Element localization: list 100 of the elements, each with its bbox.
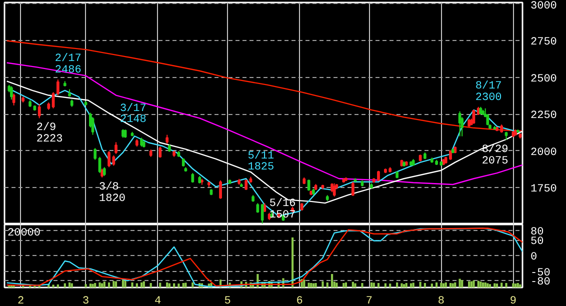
bar	[131, 282, 134, 288]
bar	[412, 282, 414, 288]
bar	[124, 280, 126, 288]
bar	[405, 283, 408, 288]
bar	[494, 283, 496, 288]
bar	[303, 280, 306, 288]
bar	[94, 283, 96, 288]
bar	[444, 282, 447, 288]
bar	[122, 280, 124, 288]
bar	[452, 283, 454, 288]
bar	[472, 280, 475, 288]
x-tick-label: 9	[510, 296, 517, 306]
bar	[326, 282, 328, 288]
annotation: 3/17 2148	[120, 102, 146, 126]
y2-tick-label: -80	[530, 276, 550, 289]
bar	[372, 282, 375, 288]
bar	[424, 283, 426, 288]
candlestick	[260, 203, 264, 224]
candlestick	[352, 181, 354, 196]
bar	[516, 283, 519, 288]
bar	[101, 283, 104, 288]
bar	[370, 282, 373, 288]
bar	[488, 284, 492, 288]
bar	[136, 283, 138, 288]
candlestick	[114, 142, 118, 154]
bar	[410, 283, 412, 288]
bar	[486, 283, 489, 288]
bar	[182, 283, 184, 288]
bar	[192, 282, 194, 288]
bar	[184, 282, 187, 288]
bar	[103, 282, 106, 288]
bar	[477, 280, 480, 288]
x-tick-label: 7	[366, 296, 372, 306]
bar	[384, 283, 386, 288]
bar	[352, 282, 354, 288]
bar	[505, 283, 508, 288]
bar	[84, 284, 87, 288]
bar	[108, 282, 110, 288]
bar	[166, 282, 168, 288]
x-tick-label: 5	[224, 296, 231, 306]
bar	[361, 283, 364, 288]
bar	[468, 281, 470, 288]
bar	[436, 282, 438, 288]
annotation: 8/17 2300	[475, 80, 502, 104]
bar	[519, 284, 522, 288]
annotation: 5/11 1825	[248, 150, 275, 174]
bar	[461, 280, 464, 288]
y-tick-label: 2500	[530, 73, 557, 86]
bar	[377, 283, 380, 288]
bar	[480, 282, 482, 288]
candlestick	[472, 109, 476, 124]
bar	[430, 284, 433, 288]
y-tick-label: 2000	[530, 146, 557, 159]
bar	[112, 281, 115, 288]
candlestick	[94, 148, 97, 160]
bar	[512, 283, 514, 288]
bar	[470, 281, 472, 288]
annotation: 3/8 1820	[99, 181, 126, 205]
bar	[89, 284, 92, 288]
bar	[449, 283, 452, 288]
bar	[396, 282, 398, 288]
candlestick	[486, 114, 490, 126]
y-tick-label: 2750	[530, 36, 557, 49]
x-tick-label: 3	[82, 296, 90, 306]
bar	[514, 284, 517, 288]
bar	[336, 282, 338, 288]
bar	[308, 282, 310, 288]
y-tick-label: 3000	[530, 0, 557, 12]
bar	[419, 282, 422, 288]
y2-tick-label: 50	[530, 236, 544, 248]
bar	[168, 283, 170, 288]
candlestick	[244, 179, 248, 190]
bar	[178, 284, 180, 288]
bar	[454, 282, 456, 288]
bar	[92, 284, 94, 288]
bar	[98, 282, 101, 288]
bar	[142, 281, 145, 288]
bar	[322, 281, 324, 288]
bar	[150, 283, 152, 288]
bar	[484, 282, 486, 288]
x-tick-label: 2	[17, 296, 24, 306]
annotation: 2/9 2223	[36, 122, 63, 146]
bar	[330, 274, 334, 288]
y2-tick-label: 0	[530, 252, 538, 264]
bar	[354, 283, 356, 288]
y-tick-label: 2250	[530, 110, 557, 122]
x-tick-label: 8	[438, 296, 445, 306]
bar	[140, 282, 143, 288]
y-tick-label: 1750	[530, 184, 557, 196]
x-tick-label: 6	[296, 296, 303, 306]
candlestick	[219, 180, 222, 200]
bar	[114, 281, 118, 288]
bar	[458, 278, 461, 288]
bar	[344, 282, 348, 288]
bar	[173, 283, 176, 288]
bar	[342, 283, 345, 288]
bar	[500, 282, 503, 288]
bar	[312, 283, 314, 288]
bar	[291, 237, 294, 288]
candlestick	[91, 116, 94, 136]
